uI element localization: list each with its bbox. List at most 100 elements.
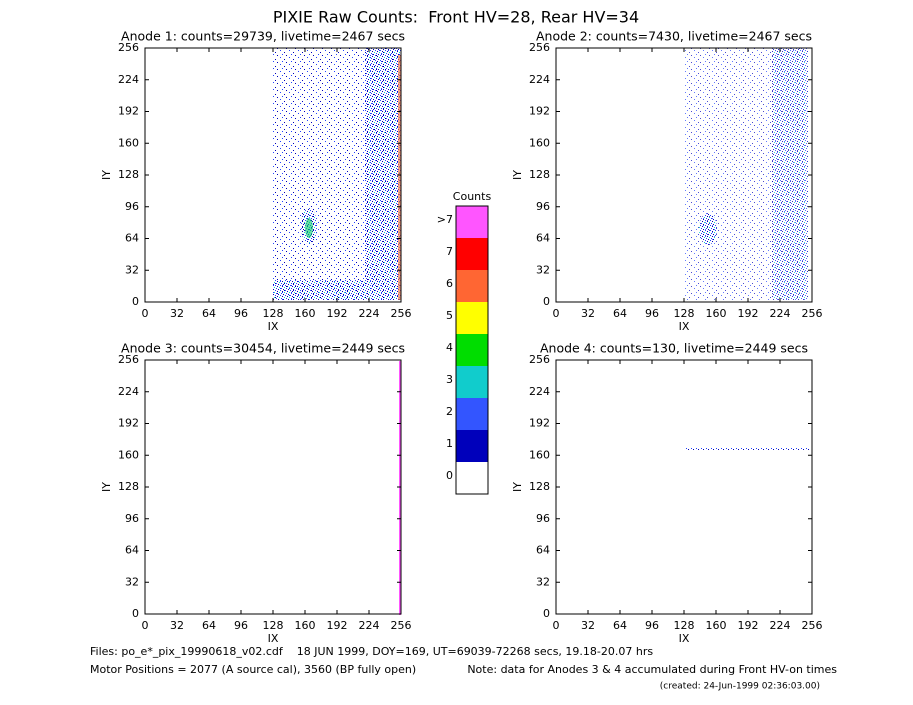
- y-tick-label: 224: [529, 385, 550, 398]
- y-tick-label: 128: [118, 480, 139, 493]
- footer-motor: Motor Positions = 2077 (A source cal), 3…: [90, 663, 416, 676]
- y-tick-label: 128: [529, 168, 550, 181]
- x-tick-label: 192: [327, 619, 348, 632]
- colorbar-label: 2: [446, 405, 453, 418]
- colorbar-label: 7: [446, 245, 453, 258]
- panel-title: Anode 4: counts=130, livetime=2449 secs: [540, 341, 808, 356]
- y-tick-label: 0: [543, 607, 550, 620]
- y-axis-label: IY: [511, 170, 524, 180]
- y-tick-label: 96: [536, 512, 550, 525]
- panel-title: Anode 2: counts=7430, livetime=2467 secs: [536, 29, 812, 44]
- colorbar-title: Counts: [453, 190, 492, 203]
- panel-title: Anode 3: counts=30454, livetime=2449 sec…: [121, 341, 405, 356]
- colorbar-swatch: [456, 366, 488, 398]
- y-axis-label: IY: [511, 482, 524, 492]
- x-tick-label: 64: [202, 307, 216, 320]
- x-tick-label: 0: [142, 307, 149, 320]
- x-tick-label: 224: [359, 619, 380, 632]
- y-tick-label: 0: [132, 607, 139, 620]
- footer-note: Note: data for Anodes 3 & 4 accumulated …: [467, 663, 837, 676]
- y-tick-label: 64: [536, 232, 550, 245]
- panel-title: Anode 1: counts=29739, livetime=2467 sec…: [121, 29, 405, 44]
- colorbar-label: 4: [446, 341, 453, 354]
- y-tick-label: 0: [132, 295, 139, 308]
- x-tick-label: 192: [738, 307, 759, 320]
- colorbar-swatch: [456, 206, 488, 238]
- y-tick-label: 256: [118, 353, 139, 366]
- y-tick-label: 96: [125, 200, 139, 213]
- y-tick-label: 160: [529, 448, 550, 461]
- colorbar-frame: [455, 205, 489, 495]
- y-tick-label: 128: [118, 168, 139, 181]
- y-tick-label: 32: [536, 575, 550, 588]
- x-tick-label: 128: [263, 307, 284, 320]
- x-tick-label: 224: [770, 619, 791, 632]
- y-tick-label: 32: [125, 263, 139, 276]
- y-tick-label: 192: [529, 105, 550, 118]
- y-tick-label: 32: [125, 575, 139, 588]
- x-tick-label: 64: [613, 307, 627, 320]
- x-tick-label: 256: [802, 307, 823, 320]
- footer-created: (created: 24-Jun-1999 02:36:03.00): [660, 682, 820, 692]
- y-tick-label: 0: [543, 295, 550, 308]
- y-tick-label: 192: [529, 417, 550, 430]
- colorbar-swatch: [456, 238, 488, 270]
- x-tick-label: 224: [359, 307, 380, 320]
- x-tick-label: 0: [553, 619, 560, 632]
- y-tick-label: 96: [125, 512, 139, 525]
- x-tick-label: 32: [581, 619, 595, 632]
- y-tick-label: 224: [529, 73, 550, 86]
- x-axis-label: IX: [679, 320, 690, 333]
- x-tick-label: 96: [645, 307, 659, 320]
- x-tick-label: 64: [613, 619, 627, 632]
- colorbar-swatch: [456, 302, 488, 334]
- y-tick-label: 256: [529, 353, 550, 366]
- heatmap-texture: [273, 48, 810, 615]
- y-tick-label: 256: [118, 41, 139, 54]
- y-tick-label: 64: [125, 544, 139, 557]
- x-tick-label: 32: [170, 619, 184, 632]
- y-tick-label: 256: [529, 41, 550, 54]
- colorbar-label: >7: [437, 213, 453, 226]
- x-axis-label: IX: [679, 632, 690, 645]
- figure-title: PIXIE Raw Counts: Front HV=28, Rear HV=3…: [273, 8, 639, 27]
- y-tick-label: 192: [118, 417, 139, 430]
- colorbar-label: 5: [446, 309, 453, 322]
- x-tick-label: 224: [770, 307, 791, 320]
- x-tick-label: 64: [202, 619, 216, 632]
- x-tick-label: 256: [391, 619, 412, 632]
- colorbar-swatch: [456, 462, 488, 494]
- x-tick-label: 96: [645, 619, 659, 632]
- x-tick-label: 0: [553, 307, 560, 320]
- y-tick-label: 160: [529, 136, 550, 149]
- y-tick-label: 64: [536, 544, 550, 557]
- footer-files: Files: po_e*_pix_19990618_v02.cdf 18 JUN…: [90, 645, 653, 658]
- y-tick-label: 224: [118, 385, 139, 398]
- x-tick-label: 192: [327, 307, 348, 320]
- y-tick-label: 32: [536, 263, 550, 276]
- y-tick-label: 160: [118, 448, 139, 461]
- y-axis-label: IY: [100, 482, 113, 492]
- x-tick-label: 256: [802, 619, 823, 632]
- colorbar-label: 0: [446, 469, 453, 482]
- x-tick-label: 128: [674, 307, 695, 320]
- x-tick-label: 160: [295, 619, 316, 632]
- x-tick-label: 128: [263, 619, 284, 632]
- y-tick-label: 192: [118, 105, 139, 118]
- x-tick-label: 32: [581, 307, 595, 320]
- x-tick-label: 128: [674, 619, 695, 632]
- colorbar-swatch: [456, 334, 488, 366]
- x-tick-label: 160: [295, 307, 316, 320]
- colorbar-label: 3: [446, 373, 453, 386]
- colorbar-swatch: [456, 430, 488, 462]
- x-tick-label: 256: [391, 307, 412, 320]
- x-tick-label: 192: [738, 619, 759, 632]
- x-tick-label: 160: [706, 307, 727, 320]
- colorbar-label: 1: [446, 437, 453, 450]
- x-tick-label: 96: [234, 307, 248, 320]
- x-axis-label: IX: [268, 632, 279, 645]
- colorbar-swatch: [456, 398, 488, 430]
- y-tick-label: 128: [529, 480, 550, 493]
